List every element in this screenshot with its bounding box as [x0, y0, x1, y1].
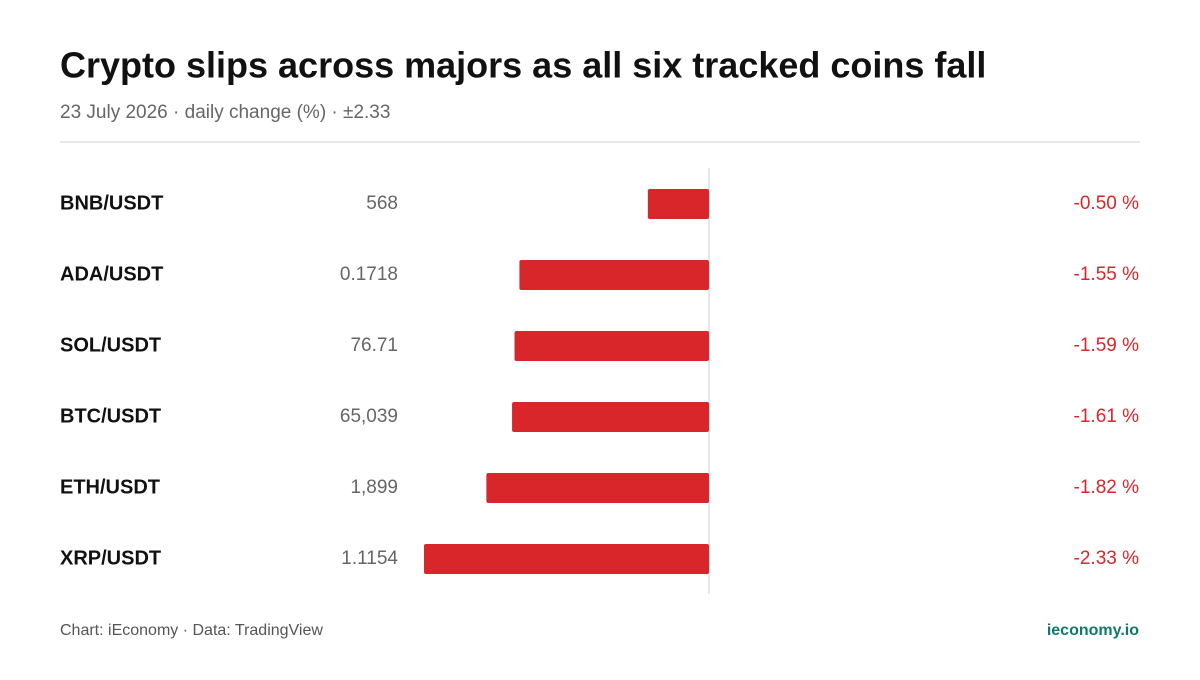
category-label: BTC/USDT	[60, 405, 161, 427]
chart-title: Crypto slips across majors as all six tr…	[60, 45, 986, 86]
category-label: XRP/USDT	[60, 547, 161, 569]
bar	[486, 473, 709, 503]
category-label: BNB/USDT	[60, 192, 163, 214]
value-label: -1.59 %	[1074, 335, 1140, 356]
category-label: ADA/USDT	[60, 263, 163, 285]
price-label: 0.1718	[340, 264, 398, 285]
price-label: 65,039	[340, 406, 398, 427]
price-label: 568	[366, 193, 398, 214]
brand[interactable]: ieconomy.io	[1047, 622, 1139, 639]
value-label: -1.55 %	[1074, 264, 1140, 285]
category-label: ETH/USDT	[60, 476, 160, 498]
value-label: -1.61 %	[1074, 406, 1140, 427]
price-label: 1,899	[350, 477, 398, 498]
value-label: -0.50 %	[1074, 193, 1140, 214]
category-label: SOL/USDT	[60, 334, 161, 356]
price-label: 1.1154	[341, 548, 398, 569]
bar	[424, 544, 709, 574]
bar	[519, 260, 709, 290]
value-label: -1.82 %	[1074, 477, 1140, 498]
bar	[514, 331, 709, 361]
source-note: Chart: iEconomy · Data: TradingView	[60, 622, 323, 639]
price-label: 76.71	[350, 335, 398, 356]
chart-subtitle: 23 July 2026 · daily change (%) · ±2.33	[60, 102, 390, 123]
bar	[647, 189, 709, 219]
bar	[512, 402, 709, 432]
value-label: -2.33 %	[1074, 548, 1140, 569]
